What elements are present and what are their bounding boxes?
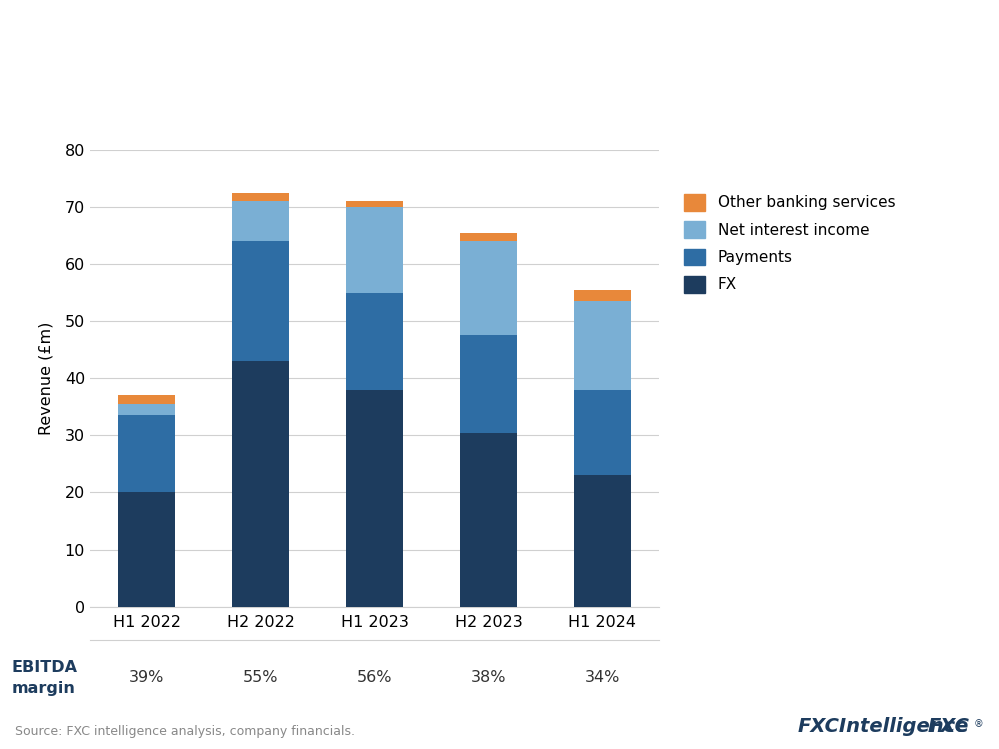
Text: ®: ® bbox=[974, 720, 984, 730]
Text: 38%: 38% bbox=[471, 670, 506, 685]
Bar bbox=[347, 389, 403, 607]
Bar bbox=[460, 241, 517, 336]
Text: 39%: 39% bbox=[129, 670, 165, 685]
Bar bbox=[573, 389, 631, 476]
Bar bbox=[573, 290, 631, 301]
Text: 56%: 56% bbox=[357, 670, 393, 685]
Bar bbox=[119, 404, 176, 416]
Text: Source: FXC intelligence analysis, company financials.: Source: FXC intelligence analysis, compa… bbox=[15, 725, 355, 738]
Bar bbox=[460, 336, 517, 432]
Bar bbox=[347, 207, 403, 293]
Text: EBITDA
margin: EBITDA margin bbox=[12, 660, 78, 696]
Y-axis label: Revenue (£m): Revenue (£m) bbox=[39, 321, 54, 435]
Bar bbox=[573, 301, 631, 389]
Bar bbox=[347, 293, 403, 389]
Bar bbox=[119, 416, 176, 493]
Bar bbox=[232, 201, 290, 241]
Text: 34%: 34% bbox=[584, 670, 620, 685]
Bar bbox=[573, 476, 631, 607]
Bar bbox=[119, 395, 176, 404]
Text: FXCIntelligence: FXCIntelligence bbox=[797, 717, 969, 736]
Text: FXC: FXC bbox=[927, 717, 969, 736]
Bar bbox=[232, 361, 290, 607]
Bar bbox=[460, 432, 517, 607]
Bar bbox=[232, 192, 290, 201]
Text: CAB Payments revenue declines amid FX headwinds: CAB Payments revenue declines amid FX he… bbox=[15, 31, 791, 58]
Bar bbox=[460, 233, 517, 241]
Bar bbox=[347, 201, 403, 207]
Text: 55%: 55% bbox=[243, 670, 279, 685]
Legend: Other banking services, Net interest income, Payments, FX: Other banking services, Net interest inc… bbox=[684, 194, 895, 293]
Text: CAB Payments half-yearly revenues and adjusted EBITDA margin, 2022-2024: CAB Payments half-yearly revenues and ad… bbox=[15, 87, 686, 105]
Bar bbox=[232, 241, 290, 361]
Bar bbox=[119, 493, 176, 607]
